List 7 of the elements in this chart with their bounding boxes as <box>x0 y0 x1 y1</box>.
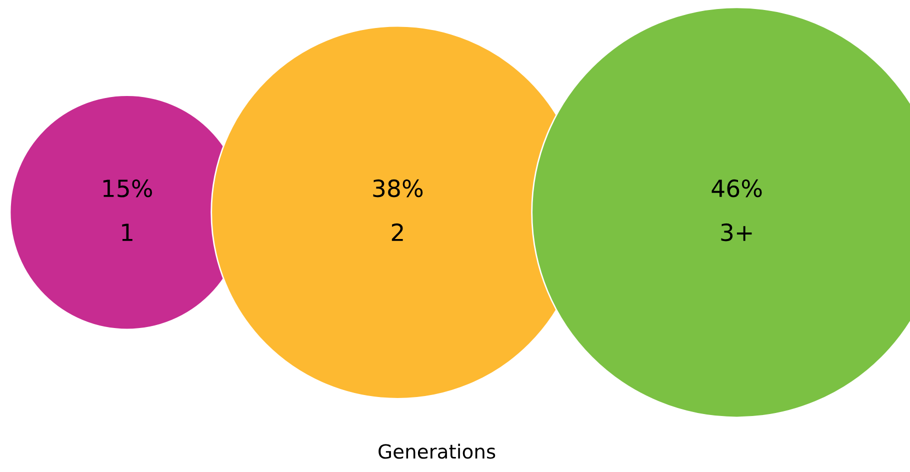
category-label: 1 <box>122 224 132 241</box>
data-label: 15% <box>103 179 152 198</box>
data-label: 46% <box>712 179 762 198</box>
category-label: 3+ <box>721 223 752 242</box>
category-label: 2 <box>392 223 403 241</box>
text: Generations <box>378 444 496 459</box>
data-label: 38% <box>373 179 423 198</box>
